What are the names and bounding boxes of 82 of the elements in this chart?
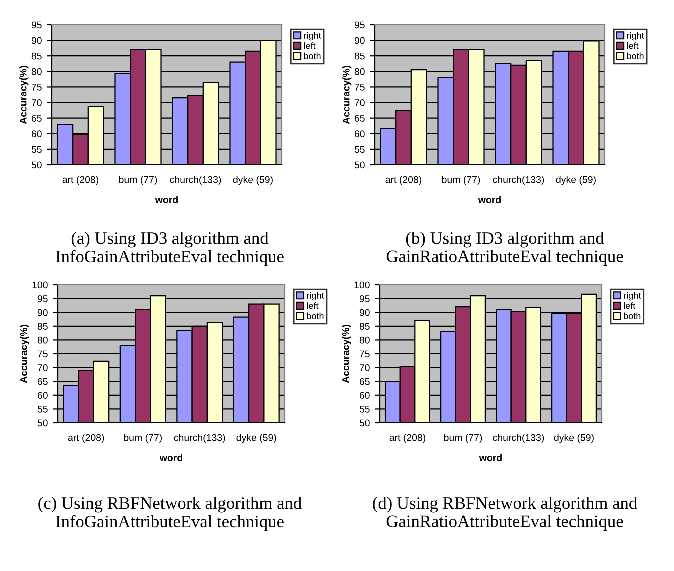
y-tick-label: 85 — [32, 52, 42, 60]
y-tick-label: 75 — [32, 84, 42, 91]
y-tick-label: 90 — [360, 309, 370, 316]
legend-label: right — [627, 32, 644, 41]
x-tick-label: dyke (59) — [236, 434, 276, 444]
y-tick-label: 50 — [360, 420, 370, 427]
y-tick-label: 60 — [354, 130, 365, 138]
y-tick-label: 70 — [32, 100, 42, 106]
y-tick-label: 80 — [38, 336, 48, 344]
legend-label: left — [624, 302, 636, 310]
y-tick-label: 95 — [354, 22, 365, 29]
x-tick-label: bum (77) — [444, 434, 482, 444]
x-tick-label: church(133) — [493, 176, 544, 186]
legend-label: both — [307, 312, 324, 320]
x-tick-label: bum (77) — [124, 434, 162, 444]
legend-label: left — [304, 42, 316, 50]
x-axis-title: word — [155, 196, 178, 204]
y-tick-label: 80 — [32, 68, 42, 76]
y-tick-label: 75 — [360, 350, 370, 358]
legend-label: left — [627, 42, 639, 50]
y-tick-label: 80 — [360, 336, 370, 344]
y-tick-label: 95 — [38, 296, 48, 302]
y-tick-label: 95 — [32, 22, 42, 29]
y-tick-label: 65 — [38, 378, 48, 386]
y-tick-label: 60 — [38, 392, 48, 400]
x-tick-label: art (208) — [62, 176, 99, 186]
y-tick-label: 50 — [32, 162, 42, 169]
y-tick-label: 90 — [38, 309, 48, 316]
x-tick-label: church(133) — [170, 176, 222, 186]
x-axis-title: word — [160, 454, 182, 462]
y-axis-title: Accuracy(%) — [342, 66, 352, 124]
x-tick-label: church(133) — [174, 434, 226, 444]
text: (a) Using ID3 algorithm and InfoGainAttributeEval technique — [56, 232, 284, 266]
x-tick-label: dyke (59) — [233, 176, 273, 186]
x-axis-title: word — [478, 196, 501, 204]
text: (c) Using RBFNetwork algorithm and InfoGainAttributeEval technique — [38, 497, 302, 532]
y-tick-label: 85 — [354, 52, 365, 60]
x-tick-label: bum (77) — [119, 176, 158, 186]
y-axis-title: Accuracy(%) — [20, 66, 29, 124]
y-tick-label: 65 — [354, 115, 365, 122]
legend-label: left — [307, 302, 319, 310]
y-tick-label: 70 — [360, 364, 370, 372]
x-axis-title: word — [479, 454, 502, 462]
y-tick-label: 100 — [354, 282, 370, 289]
y-tick-label: 70 — [354, 100, 365, 106]
y-axis-title: Accuracy(%) — [20, 325, 30, 384]
x-tick-label: bum (77) — [442, 176, 480, 186]
legend-label: right — [304, 32, 322, 41]
x-tick-label: art (208) — [390, 434, 426, 444]
y-tick-label: 55 — [38, 406, 48, 413]
y-axis-title: Accuracy(%) — [342, 325, 352, 384]
y-tick-label: 55 — [354, 146, 365, 154]
legend-label: both — [627, 52, 644, 60]
y-tick-label: 75 — [38, 350, 48, 358]
y-tick-label: 50 — [38, 420, 48, 427]
text: (b) Using ID3 algorithm and GainRatioAttributeEval technique — [386, 232, 624, 266]
legend-label: both — [304, 52, 321, 60]
y-tick-label: 90 — [32, 37, 42, 44]
y-tick-label: 60 — [32, 130, 42, 138]
x-tick-label: dyke (59) — [554, 434, 594, 444]
x-tick-label: dyke (59) — [556, 176, 596, 186]
y-tick-label: 80 — [354, 68, 365, 76]
y-tick-label: 65 — [32, 115, 42, 122]
y-tick-label: 70 — [38, 364, 48, 372]
legend-label: right — [307, 292, 324, 301]
y-tick-label: 55 — [360, 406, 370, 413]
y-tick-label: 75 — [354, 84, 365, 91]
y-tick-label: 60 — [360, 392, 370, 400]
y-tick-label: 90 — [354, 37, 365, 44]
y-tick-label: 95 — [360, 296, 370, 302]
y-tick-label: 65 — [360, 378, 370, 386]
x-tick-label: church(133) — [493, 434, 544, 444]
y-tick-label: 85 — [360, 323, 370, 330]
x-tick-label: art (208) — [68, 434, 104, 444]
legend-label: right — [624, 292, 642, 301]
y-tick-label: 50 — [354, 162, 365, 169]
x-tick-label: art (208) — [386, 176, 422, 186]
text: (d) Using RBFNetwork algorithm and GainRatioAttributeEval technique — [373, 497, 638, 531]
y-tick-label: 85 — [38, 323, 48, 330]
y-tick-label: 100 — [32, 282, 48, 289]
legend-label: both — [624, 312, 641, 320]
y-tick-label: 55 — [32, 146, 42, 154]
